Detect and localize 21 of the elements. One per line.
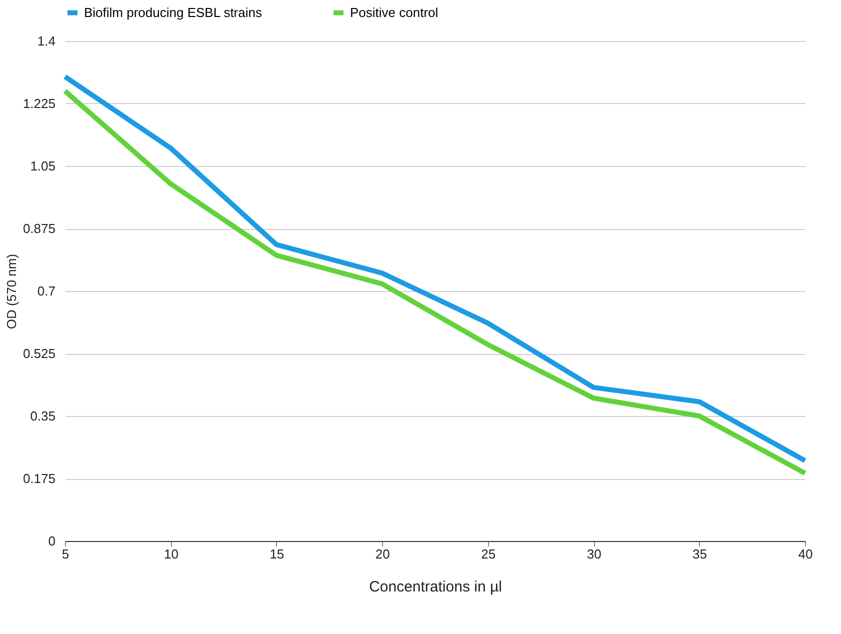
legend-label: Positive control <box>350 4 438 20</box>
y-tick-label: 0.525 <box>22 346 56 361</box>
x-tick-label: 10 <box>164 546 178 562</box>
x-tick-label: 25 <box>481 546 496 562</box>
y-tick-label: 0.7 <box>37 284 56 298</box>
x-tick-label: 35 <box>692 546 708 562</box>
y-tick-label: 0.35 <box>30 408 56 424</box>
x-tick-label: 20 <box>375 546 390 562</box>
y-tick-label: 1.05 <box>30 158 56 174</box>
y-tick-label: 0.175 <box>22 471 56 486</box>
x-tick-label: 40 <box>798 546 813 562</box>
x-tick-label: 5 <box>62 546 70 562</box>
x-axis-title: Concentrations in µl <box>369 578 502 596</box>
x-tick-label: 30 <box>586 546 602 562</box>
legend-label: Biofilm producing ESBL strains <box>84 4 262 20</box>
x-tick-label: 15 <box>270 546 284 562</box>
y-tick-label: 0 <box>48 534 56 548</box>
y-tick-label: 0.875 <box>22 221 56 236</box>
y-axis-title: OD (570 nm) <box>4 254 19 330</box>
y-tick-label: 1.4 <box>37 34 56 48</box>
y-tick-label: 1.225 <box>22 96 56 111</box>
